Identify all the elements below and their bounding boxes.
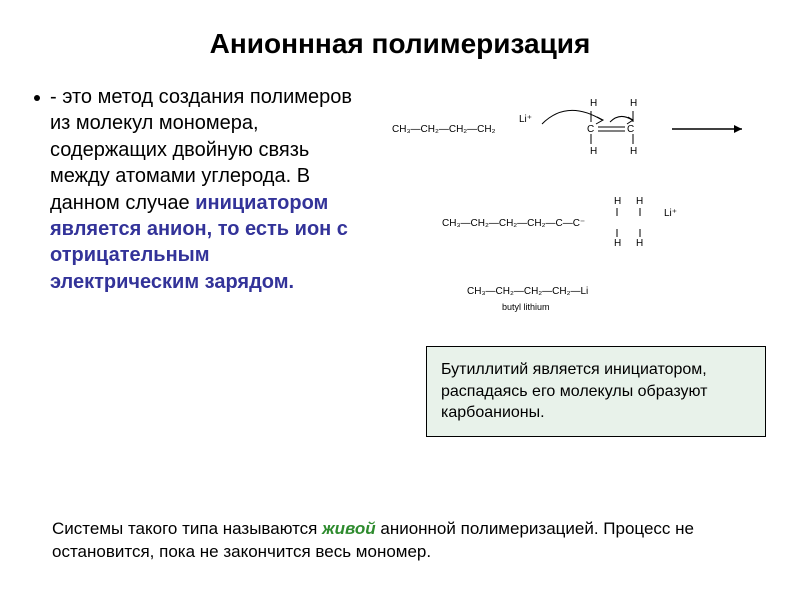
- footer-pre: Системы такого типа называются: [52, 519, 322, 538]
- svg-text:C: C: [587, 124, 594, 135]
- callout-box: Бутиллитий является инициатором, распада…: [426, 346, 766, 437]
- svg-text:H: H: [614, 238, 621, 249]
- reaction-arrow-icon: [672, 125, 742, 133]
- svg-text:butyl lithium: butyl lithium: [502, 302, 550, 312]
- reaction-scheme: CH₃—CH₂—CH₂—CH₂ Li⁺ H H H H C C: [382, 84, 766, 334]
- bullet-dot-icon: [34, 95, 40, 101]
- svg-text:H: H: [636, 238, 643, 249]
- footer-green-term: живой: [322, 519, 376, 538]
- chem-initiator-chain: CH₃—CH₂—CH₂—CH₂: [392, 124, 496, 135]
- svg-text:H: H: [590, 146, 597, 157]
- chem-monomer: H H H H C C: [542, 98, 637, 157]
- chem-butyllithium: CH₃—CH₂—CH₂—CH₂—Li butyl lithium: [467, 286, 588, 312]
- svg-text:H: H: [630, 98, 637, 109]
- svg-text:H: H: [636, 196, 643, 207]
- definition-text: - это метод создания полимеров из молеку…: [50, 84, 364, 295]
- svg-text:H: H: [614, 196, 621, 207]
- footer-note: Системы такого типа называются живой ани…: [52, 518, 760, 564]
- main-content-row: - это метод создания полимеров из молеку…: [0, 84, 800, 437]
- left-column: - это метод создания полимеров из молеку…: [34, 84, 364, 437]
- svg-text:H: H: [630, 146, 637, 157]
- chem-product: CH₃—CH₂—CH₂—CH₂—C—C⁻ H H H H Li⁺: [442, 196, 677, 249]
- right-column: CH₃—CH₂—CH₂—CH₂ Li⁺ H H H H C C: [382, 84, 766, 437]
- svg-text:Li⁺: Li⁺: [664, 208, 677, 219]
- chem-li-cation-top: Li⁺: [519, 114, 532, 125]
- svg-text:CH₃—CH₂—CH₂—CH₂—C—C⁻: CH₃—CH₂—CH₂—CH₂—C—C⁻: [442, 218, 585, 229]
- bullet-definition: - это метод создания полимеров из молеку…: [34, 84, 364, 295]
- svg-text:C: C: [627, 124, 634, 135]
- page-title: Анионнная полимеризация: [0, 0, 800, 84]
- svg-text:H: H: [590, 98, 597, 109]
- svg-text:CH₃—CH₂—CH₂—CH₂—Li: CH₃—CH₂—CH₂—CH₂—Li: [467, 286, 588, 297]
